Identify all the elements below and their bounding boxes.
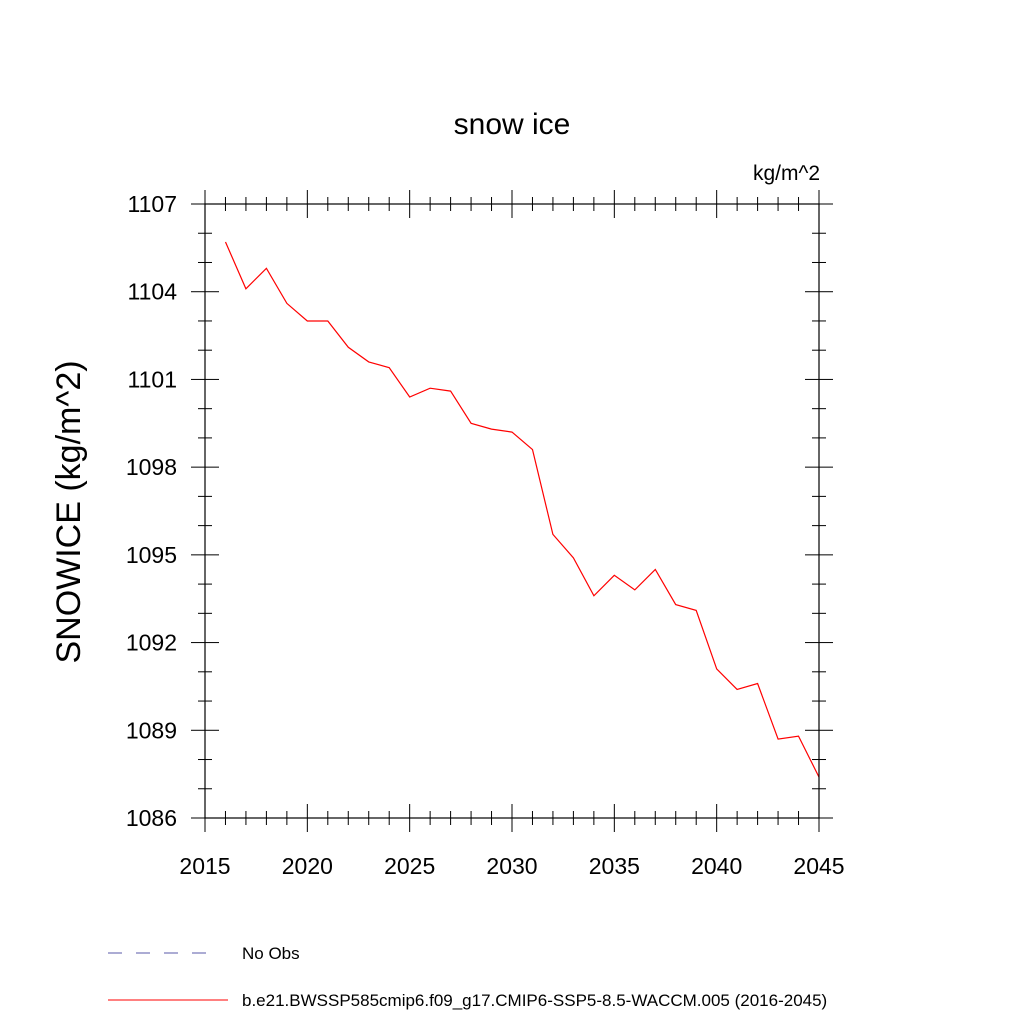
legend: No Obs b.e21.BWSSP585cmip6.f09_g17.CMIP6… — [108, 944, 827, 1010]
legend-label-no-obs: No Obs — [242, 944, 300, 963]
chart-title: snow ice — [454, 108, 571, 141]
axis-ticks — [191, 190, 833, 832]
y-tick-label: 1089 — [126, 717, 177, 743]
legend-label-model: b.e21.BWSSP585cmip6.f09_g17.CMIP6-SSP5-8… — [242, 991, 827, 1010]
y-tick-label: 1098 — [126, 454, 177, 480]
y-axis-label: SNOWICE (kg/m^2) — [50, 360, 88, 663]
series-layer — [224, 241, 820, 778]
y-tick-label: 1086 — [126, 805, 177, 831]
series-line-snowice — [224, 241, 820, 778]
x-tick-label: 2020 — [282, 853, 333, 879]
x-tick-label: 2030 — [486, 853, 537, 879]
tick-labels: 2015 2020 2025 2030 2035 2040 2045 1086 1089 1092… — [126, 191, 845, 879]
plot-frame — [204, 203, 820, 819]
y-tick-label: 1104 — [128, 279, 178, 305]
x-tick-label: 2025 — [384, 853, 435, 879]
y-tick-label: 1101 — [128, 366, 177, 392]
units-label: kg/m^2 — [753, 162, 820, 185]
x-tick-label: 2045 — [793, 853, 844, 879]
y-tick-label: 1095 — [126, 542, 177, 568]
x-tick-label: 2035 — [589, 853, 640, 879]
x-tick-label: 2015 — [179, 853, 230, 879]
x-tick-label: 2040 — [691, 853, 742, 879]
y-tick-label: 1107 — [128, 191, 177, 217]
y-tick-label: 1092 — [126, 630, 177, 656]
